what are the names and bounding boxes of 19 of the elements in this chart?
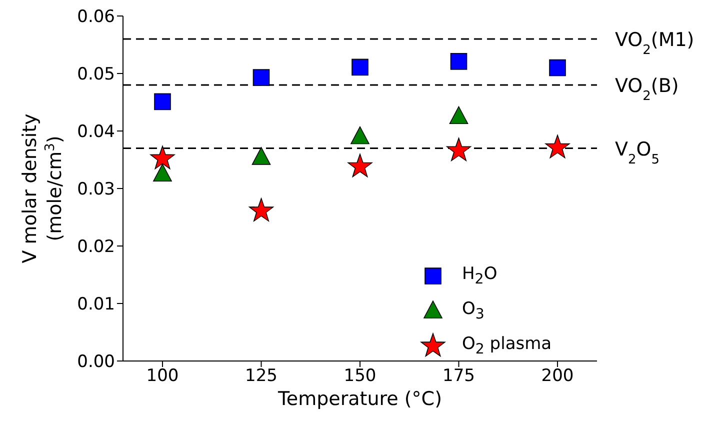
y-tick-label: 0.04: [77, 122, 115, 142]
x-tick-label: 125: [245, 366, 278, 386]
x-tick-label: 150: [344, 366, 376, 386]
legend-label: O$_{2}$ plasma: [462, 334, 552, 358]
y-tick-label: 0.06: [77, 7, 115, 28]
x-tick-label: 200: [541, 366, 574, 386]
y-tick-label: 0.05: [77, 64, 115, 85]
legend-label: H$_{2}$O: [462, 264, 498, 288]
ref-line-label: VO$_{2}$(M1): [615, 29, 694, 58]
x-axis-title: Temperature (°C): [277, 388, 442, 410]
legend-label: O$_{3}$: [462, 298, 484, 322]
ref-line-label: V$_{2}$O$_{5}$: [615, 138, 660, 167]
ref-line-label: VO$_{2}$(B): [615, 75, 679, 104]
x-tick-label: 100: [146, 366, 179, 386]
y-tick-label: 0.01: [77, 294, 115, 315]
x-tick-label: 175: [442, 366, 475, 386]
y-tick-label: 0.03: [77, 180, 115, 200]
y-tick-label: 0.02: [77, 237, 115, 258]
y-tick-label: 0.00: [77, 352, 115, 372]
